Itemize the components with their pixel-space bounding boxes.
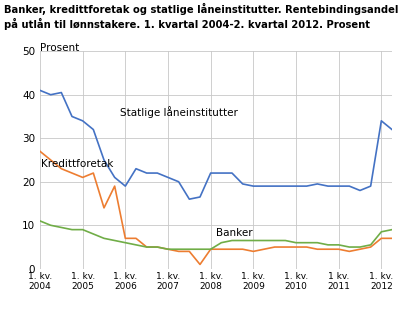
- Text: Banker: Banker: [216, 228, 253, 238]
- Text: Kredittforetak: Kredittforetak: [41, 158, 114, 169]
- Text: Statlige låneinstitutter: Statlige låneinstitutter: [120, 107, 238, 118]
- Text: Banker, kredittforetak og statlige låneinstitutter. Rentebindingsandel: Banker, kredittforetak og statlige lånei…: [4, 3, 398, 15]
- Text: på utlån til lønnstakere. 1. kvartal 2004-2. kvartal 2012. Prosent: på utlån til lønnstakere. 1. kvartal 200…: [4, 18, 370, 30]
- Text: Prosent: Prosent: [40, 43, 79, 53]
